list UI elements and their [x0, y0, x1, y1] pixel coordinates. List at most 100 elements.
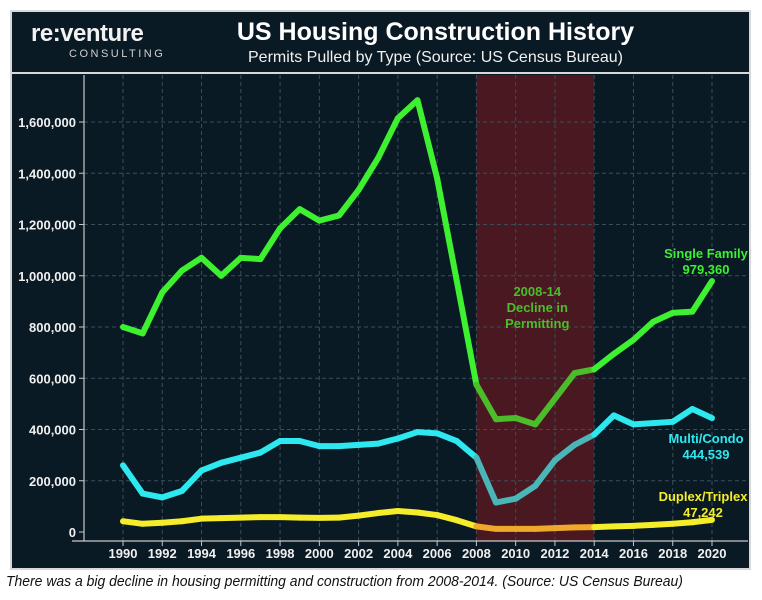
y-tick-label: 1,400,000 [18, 166, 76, 181]
y-tick-label: 200,000 [29, 474, 76, 489]
logo-wordmark: re:venture [31, 20, 144, 47]
single-family-annotation: Single Family [664, 246, 749, 261]
single_family-segment [355, 154, 382, 193]
y-tick-label: 600,000 [29, 371, 76, 386]
multi_condo-segment [159, 488, 185, 501]
single_family-segment [591, 350, 617, 373]
x-tick-label: 1998 [266, 546, 295, 561]
x-tick-label: 2020 [698, 546, 727, 561]
single-family-annotation: 979,360 [683, 262, 730, 277]
multi_condo-segment [473, 454, 500, 506]
duplex_triplex-segment [139, 519, 166, 527]
chart-header: re:venture CONSULTING US Housing Constru… [12, 12, 749, 74]
duplex_triplex-segment [414, 509, 441, 519]
x-tick-label: 2008 [462, 546, 491, 561]
multi_condo-segment [120, 462, 146, 497]
x-tick-label: 2006 [423, 546, 452, 561]
single_family-segment [394, 97, 421, 122]
duplex_triplex-segment [434, 512, 460, 524]
multi_condo-segment [198, 459, 225, 474]
duplex_triplex-segment [159, 518, 185, 526]
shaded-region-label: Decline in [507, 300, 568, 315]
single_family-segment [551, 370, 578, 402]
single_family-segment [532, 395, 558, 428]
single_family-segment [434, 175, 460, 284]
multi_condo-segment [178, 467, 205, 494]
single_family-segment [512, 414, 539, 428]
multi_condo-segment [414, 429, 441, 437]
x-tick-label: 1996 [226, 546, 255, 561]
logo-subtitle: CONSULTING [69, 48, 166, 60]
y-tick-label: 1,000,000 [18, 269, 76, 284]
duplex_triplex-segment [532, 525, 558, 532]
multi_condo-segment [650, 418, 676, 427]
series-single_family [120, 97, 715, 428]
duplex_triplex-segment [551, 524, 578, 532]
duplex_triplex-segment [218, 514, 244, 522]
single_family-segment [571, 366, 598, 377]
x-tick-label: 2002 [344, 546, 373, 561]
duplex_triplex-segment [355, 510, 382, 519]
single_family-segment [493, 414, 519, 423]
multi_condo-segment [493, 495, 519, 506]
single_family-segment [139, 289, 166, 337]
single_family-segment [669, 308, 696, 316]
duplex_triplex-segment [198, 515, 225, 522]
single_family-segment [689, 278, 715, 315]
y-tick-label: 0 [69, 525, 76, 540]
multi_condo-segment [355, 440, 382, 448]
multi_condo-segment [669, 406, 696, 425]
multi-condo-annotation: Multi/Condo [668, 431, 743, 446]
figure-caption: There was a big decline in housing permi… [6, 573, 683, 590]
y-tick-label: 1,600,000 [18, 115, 76, 130]
duplex_triplex-segment [610, 522, 637, 530]
single_family-segment [453, 277, 480, 388]
multi_condo-segment [532, 457, 558, 489]
multi_condo-segment [453, 438, 480, 461]
single_family-segment [257, 225, 284, 263]
multi_condo-segment [335, 441, 362, 450]
multi_condo-segment [218, 454, 244, 466]
x-tick-label: 2014 [580, 546, 610, 561]
duplex_triplex-segment [669, 519, 696, 527]
x-tick-label: 2016 [619, 546, 648, 561]
duplex_triplex-segment [473, 523, 500, 532]
duplex-triplex-annotation: 47,242 [683, 505, 723, 520]
duplex_triplex-segment [689, 516, 715, 526]
duplex-triplex-annotation: Duplex/Triplex [659, 489, 749, 504]
single_family-segment [159, 267, 185, 296]
x-tick-label: 2004 [383, 546, 413, 561]
y-tick-label: 1,200,000 [18, 218, 76, 233]
shaded-region-2008-2014 [476, 75, 595, 541]
duplex_triplex-segment [120, 518, 146, 527]
chart-title: US Housing Construction History [236, 18, 635, 46]
y-tick-label: 400,000 [29, 423, 76, 438]
single_family-segment [414, 97, 441, 182]
multi_condo-segment [591, 412, 617, 438]
shaded-region-label: 2008-14 [513, 284, 561, 299]
duplex_triplex-segment [650, 520, 676, 528]
single_family-segment [218, 254, 244, 279]
single_family-segment [277, 206, 303, 232]
multi_condo-segment [394, 429, 421, 442]
multi_condo-segment [630, 420, 657, 428]
x-tick-label: 1992 [148, 546, 177, 561]
single_family-segment [296, 206, 323, 224]
single_family-segment [316, 212, 342, 224]
multi_condo-segment [689, 406, 715, 422]
single_family-segment [120, 324, 146, 337]
multi_condo-segment [571, 431, 598, 448]
x-tick-label: 1990 [109, 546, 138, 561]
chart-subtitle: Permits Pulled by Type (Source: US Censu… [248, 49, 623, 66]
duplex_triplex-segment [394, 507, 421, 516]
single_family-segment [610, 336, 637, 357]
series-duplex_triplex [120, 507, 715, 532]
x-tick-label: 2018 [658, 546, 687, 561]
single_family-segment [198, 254, 225, 279]
single_family-segment [630, 318, 657, 343]
multi_condo-segment [610, 412, 637, 428]
x-tick-label: 2012 [540, 546, 569, 561]
single_family-segment [335, 186, 362, 219]
single_family-segment [473, 381, 500, 423]
